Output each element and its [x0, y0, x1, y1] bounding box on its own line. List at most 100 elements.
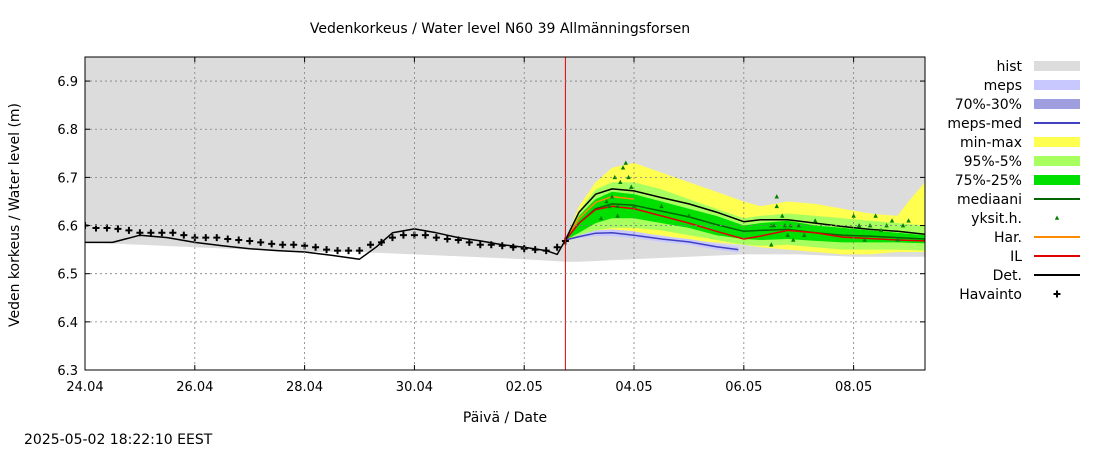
- legend-item-meps_med: meps-med: [947, 116, 1080, 132]
- havainto-point: [257, 238, 265, 246]
- havainto-point: [487, 241, 495, 249]
- havainto-point: [312, 243, 320, 251]
- havainto-point: [290, 241, 298, 249]
- legend-label: Det.: [993, 268, 1022, 284]
- y-tick-label: 6.7: [57, 171, 78, 186]
- yksit-h-point: [620, 165, 626, 170]
- x-axis-label: Päivä / Date: [463, 410, 547, 426]
- legend-label: meps-med: [947, 116, 1022, 132]
- yksit-h-point: [607, 203, 612, 209]
- legend-swatch: [1053, 290, 1061, 298]
- plot-area: [85, 57, 925, 370]
- legend-label: min-max: [960, 135, 1022, 151]
- legend-item-mediaani: mediaani: [957, 192, 1080, 208]
- havainto-point: [509, 243, 517, 251]
- havainto-point: [125, 226, 133, 234]
- p75-25-band: [565, 191, 925, 244]
- yksit-h-point: [769, 242, 774, 247]
- yksit-h-point: [629, 184, 634, 189]
- yksit-h-point: [626, 174, 631, 180]
- havainto-point: [169, 229, 177, 237]
- legend-swatch: [1034, 175, 1080, 185]
- havainto-point: [476, 241, 484, 249]
- legend-label: Havainto: [959, 287, 1022, 303]
- x-tick-label: 24.04: [66, 380, 103, 395]
- yksit-h-point: [774, 203, 779, 209]
- yksit-h-point: [771, 223, 777, 228]
- yksit-h-point: [604, 198, 609, 204]
- legend-swatch: [1034, 80, 1080, 90]
- yksit-h-point: [659, 203, 664, 209]
- chart-title: Vedenkorkeus / Water level N60 39 Allmän…: [310, 21, 690, 37]
- legend-item-hist: hist: [996, 59, 1080, 75]
- yksit-h-point: [780, 213, 785, 218]
- legend-swatch: [1034, 156, 1080, 166]
- havainto-point: [268, 240, 276, 248]
- havainto-point: [465, 238, 473, 246]
- havainto-point: [454, 236, 462, 244]
- legend-label: meps: [984, 78, 1022, 94]
- yksit-h-point: [615, 203, 620, 209]
- y-tick-label: 6.3: [57, 364, 78, 379]
- havainto-point: [147, 229, 155, 237]
- legend-item-yksit_h: yksit.h.: [971, 211, 1060, 227]
- yksit-h-point: [615, 213, 620, 218]
- legend-swatch: [1034, 61, 1080, 71]
- yksit-h-point: [618, 179, 623, 184]
- legend-label: IL: [1010, 249, 1022, 265]
- x-tick-label: 26.04: [176, 380, 213, 395]
- x-tick-label: 04.05: [615, 380, 652, 395]
- yksit-h-point: [609, 194, 615, 199]
- x-tick-label: 30.04: [396, 380, 433, 395]
- havainto-point: [443, 235, 451, 243]
- havainto-point: [421, 231, 429, 239]
- havainto-point: [366, 241, 374, 249]
- yksit-h-point: [598, 215, 604, 221]
- yksit-h-point: [774, 194, 779, 199]
- legend-label: mediaani: [957, 192, 1022, 208]
- y-tick-label: 6.6: [57, 220, 78, 235]
- axes: 6.3 6.4 6.5 6.6 6.7 6.8 6.9 24.04 26.04 28.04 30.0…: [57, 56, 926, 395]
- havainto-point: [235, 236, 243, 244]
- legend-item-meps: meps: [984, 78, 1080, 94]
- yksit-h-point: [873, 213, 878, 218]
- legend-item-havainto: Havainto: [959, 287, 1061, 303]
- timestamp: 2025-05-02 18:22:10 EEST: [24, 432, 213, 448]
- legend-item-p70_30: 70%-30%: [955, 97, 1080, 113]
- plot-series: [85, 57, 925, 262]
- har-line: [564, 195, 635, 241]
- x-tick-label: 08.05: [835, 380, 872, 395]
- legend-label: yksit.h.: [971, 211, 1022, 227]
- havainto-point: [399, 231, 407, 239]
- x-tick-label: 28.04: [286, 380, 323, 395]
- yksit-h-point: [878, 227, 884, 233]
- havainto-point: [377, 238, 385, 246]
- havainto-point: [432, 234, 440, 242]
- havainto-point: [158, 229, 166, 237]
- legend-item-p75_25: 75%-25%: [955, 173, 1080, 189]
- y-tick-label: 6.8: [57, 123, 78, 138]
- yksit-h-point: [900, 223, 906, 228]
- havainto-point: [531, 246, 539, 254]
- legend-item-il: IL: [1010, 249, 1080, 265]
- y-tick-label: 6.5: [57, 268, 78, 283]
- yksit-h-point: [862, 237, 867, 242]
- y-tick-label: 6.4: [57, 316, 78, 331]
- havainto-point: [334, 247, 342, 255]
- havainto-point: [323, 246, 331, 254]
- legend: hist meps 70%-30% meps-med min-max 95%-5% 75%-…: [947, 59, 1080, 303]
- havainto-point: [114, 225, 122, 233]
- yksit-h-point: [906, 218, 911, 223]
- x-tick-label: 06.05: [725, 380, 762, 395]
- legend-swatch: [1034, 137, 1080, 147]
- havainto-point: [345, 247, 353, 255]
- yksit-h-point: [686, 213, 692, 218]
- yksit-h-point: [889, 218, 895, 223]
- havainto-point: [388, 234, 396, 242]
- havainto-point: [202, 234, 210, 242]
- meps-band: [565, 229, 739, 253]
- havainto-point: [136, 229, 144, 237]
- legend-swatch: [1054, 215, 1060, 220]
- yksit-h-point: [612, 174, 618, 180]
